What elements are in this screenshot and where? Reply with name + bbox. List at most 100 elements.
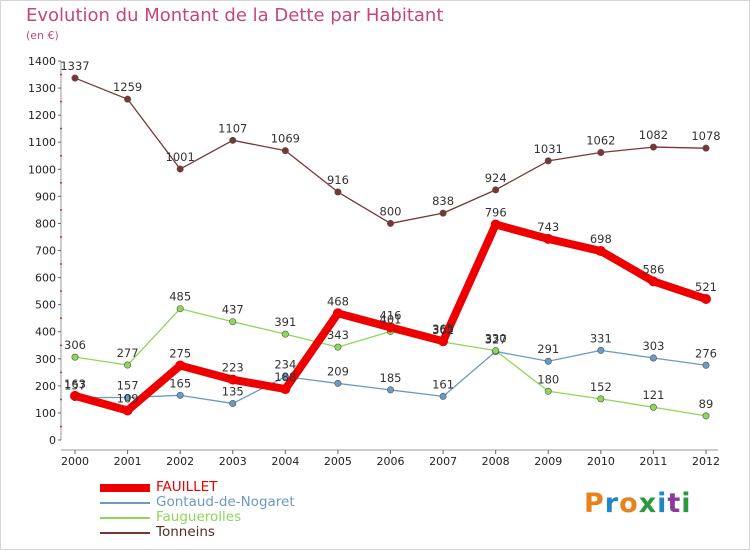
data-point-fauguerolles (334, 343, 342, 351)
y-tick-label: 800 (35, 217, 56, 230)
data-label-fauguerolles: 152 (590, 380, 612, 394)
y-tick-label: 700 (35, 245, 56, 258)
data-point-fauillet (595, 246, 606, 257)
x-tick-label: 2008 (482, 455, 510, 468)
data-point-tonneins (492, 186, 500, 194)
data-point-tonneins (439, 209, 447, 217)
legend-swatch (100, 532, 150, 534)
data-point-tonneins (176, 165, 184, 173)
data-point-fauguerolles (702, 412, 710, 420)
data-label-gontaud-de-nogaret: 135 (222, 384, 244, 398)
data-point-tonneins (702, 144, 710, 152)
data-label-fauguerolles: 180 (537, 372, 559, 386)
y-minor-tick (60, 208, 62, 211)
data-point-tonneins (544, 157, 552, 165)
data-point-fauillet (332, 308, 343, 319)
y-minor-tick (60, 263, 62, 266)
data-label-fauillet: 416 (380, 308, 402, 322)
y-minor-tick (60, 100, 62, 103)
chart-subtitle: (en €) (26, 29, 59, 42)
data-point-gontaud-de-nogaret (281, 373, 289, 381)
y-tick-label: 1100 (28, 136, 56, 149)
data-point-fauillet (280, 384, 291, 395)
x-tick-label: 2004 (271, 455, 299, 468)
data-label-tonneins: 916 (327, 173, 349, 187)
data-point-tonneins (386, 219, 394, 227)
proxiti-logo: Proxiti (584, 488, 692, 519)
data-point-tonneins (281, 147, 289, 155)
data-point-tonneins (229, 136, 237, 144)
legend-swatch (100, 517, 150, 519)
logo-letter: P (584, 488, 605, 519)
data-point-fauillet (701, 293, 711, 304)
data-point-tonneins (71, 74, 79, 82)
data-point-fauguerolles (281, 330, 289, 338)
data-label-tonneins: 1062 (586, 134, 615, 148)
data-point-tonneins (597, 149, 605, 157)
data-label-tonneins: 1082 (639, 128, 668, 142)
data-label-tonneins: 1107 (218, 121, 247, 135)
data-label-tonneins: 1337 (60, 59, 89, 73)
data-point-gontaud-de-nogaret (702, 361, 710, 369)
data-label-fauillet: 468 (327, 294, 349, 308)
data-label-gontaud-de-nogaret: 165 (169, 376, 191, 390)
data-label-fauguerolles: 306 (64, 338, 86, 352)
data-point-gontaud-de-nogaret (544, 357, 552, 365)
data-point-fauguerolles (649, 403, 657, 411)
y-tick-label: 1200 (28, 109, 56, 122)
data-point-fauillet (648, 276, 659, 287)
data-label-tonneins: 1259 (113, 80, 142, 94)
legend-swatch (100, 484, 150, 492)
y-tick-label: 1000 (28, 163, 56, 176)
data-point-fauillet (490, 219, 501, 230)
logo-letter: o (619, 488, 639, 519)
data-point-gontaud-de-nogaret (597, 346, 605, 354)
x-tick-label: 2002 (166, 455, 194, 468)
data-label-fauillet: 223 (222, 361, 244, 375)
data-point-gontaud-de-nogaret (229, 399, 237, 407)
legend-label: Gontaud-de-Nogaret (156, 494, 295, 510)
chart-title: Evolution du Montant de la Dette par Hab… (26, 5, 444, 26)
data-point-gontaud-de-nogaret (124, 393, 132, 401)
data-point-fauillet (385, 322, 396, 333)
data-point-fauguerolles (71, 353, 79, 361)
y-minor-tick (60, 425, 62, 428)
data-point-fauguerolles (229, 318, 237, 326)
data-label-fauillet: 586 (642, 262, 664, 276)
data-point-fauguerolles (176, 305, 184, 313)
x-tick-label: 2007 (429, 455, 457, 468)
y-minor-tick (60, 235, 62, 238)
data-point-gontaud-de-nogaret (334, 379, 342, 387)
data-label-tonneins: 1031 (534, 142, 563, 156)
y-minor-tick (60, 398, 62, 401)
data-label-gontaud-de-nogaret: 185 (380, 371, 402, 385)
logo-letter: r (604, 488, 620, 519)
data-label-fauillet: 188 (274, 370, 296, 384)
y-minor-tick (60, 181, 62, 184)
series-markers (70, 74, 711, 420)
data-label-fauillet: 275 (169, 347, 191, 361)
x-tick-label: 2001 (114, 455, 142, 468)
data-label-gontaud-de-nogaret: 161 (432, 377, 454, 391)
data-label-gontaud-de-nogaret: 157 (64, 378, 86, 392)
data-point-fauguerolles (492, 347, 500, 355)
data-point-gontaud-de-nogaret (176, 391, 184, 399)
data-label-gontaud-de-nogaret: 327 (485, 332, 507, 346)
data-label-fauillet: 109 (117, 391, 139, 405)
data-label-fauguerolles: 485 (169, 290, 191, 304)
data-label-gontaud-de-nogaret: 209 (327, 364, 349, 378)
data-point-tonneins (124, 95, 132, 103)
data-label-tonneins: 1001 (166, 150, 195, 164)
y-minor-tick (60, 371, 62, 374)
data-label-fauillet: 743 (537, 220, 559, 234)
y-tick-label: 200 (35, 380, 56, 393)
y-tick-label: 1400 (28, 55, 56, 68)
x-tick-label: 2003 (219, 455, 247, 468)
data-label-gontaud-de-nogaret: 331 (590, 331, 612, 345)
data-label-fauguerolles: 330 (485, 332, 507, 346)
logo-letter: x (638, 488, 658, 519)
y-tick-label: 600 (35, 272, 56, 285)
x-tick-label: 2005 (324, 455, 352, 468)
data-label-gontaud-de-nogaret: 276 (695, 346, 717, 360)
y-tick-label: 900 (35, 190, 56, 203)
